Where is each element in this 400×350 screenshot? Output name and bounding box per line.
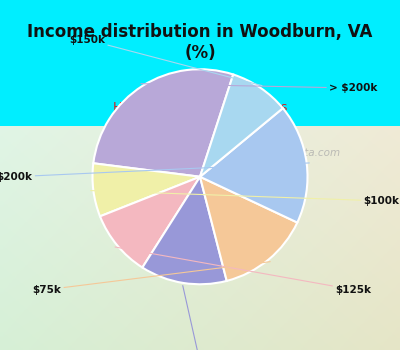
- Text: $200k: $200k: [0, 163, 309, 182]
- Text: $30k: $30k: [183, 286, 214, 350]
- Wedge shape: [200, 75, 283, 177]
- Text: City-Data.com: City-Data.com: [267, 148, 341, 158]
- Text: Hispanic or Latino residents: Hispanic or Latino residents: [113, 101, 287, 114]
- Wedge shape: [92, 163, 200, 216]
- Wedge shape: [100, 177, 200, 267]
- Text: $150k: $150k: [69, 35, 262, 86]
- Text: $100k: $100k: [91, 190, 400, 206]
- Text: $125k: $125k: [115, 247, 371, 295]
- Wedge shape: [142, 177, 227, 284]
- Wedge shape: [93, 69, 233, 177]
- Wedge shape: [200, 177, 297, 281]
- Text: Income distribution in Woodburn, VA
(%): Income distribution in Woodburn, VA (%): [27, 23, 373, 62]
- Text: $75k: $75k: [32, 262, 270, 295]
- Wedge shape: [200, 108, 308, 223]
- Text: > $200k: > $200k: [141, 83, 378, 93]
